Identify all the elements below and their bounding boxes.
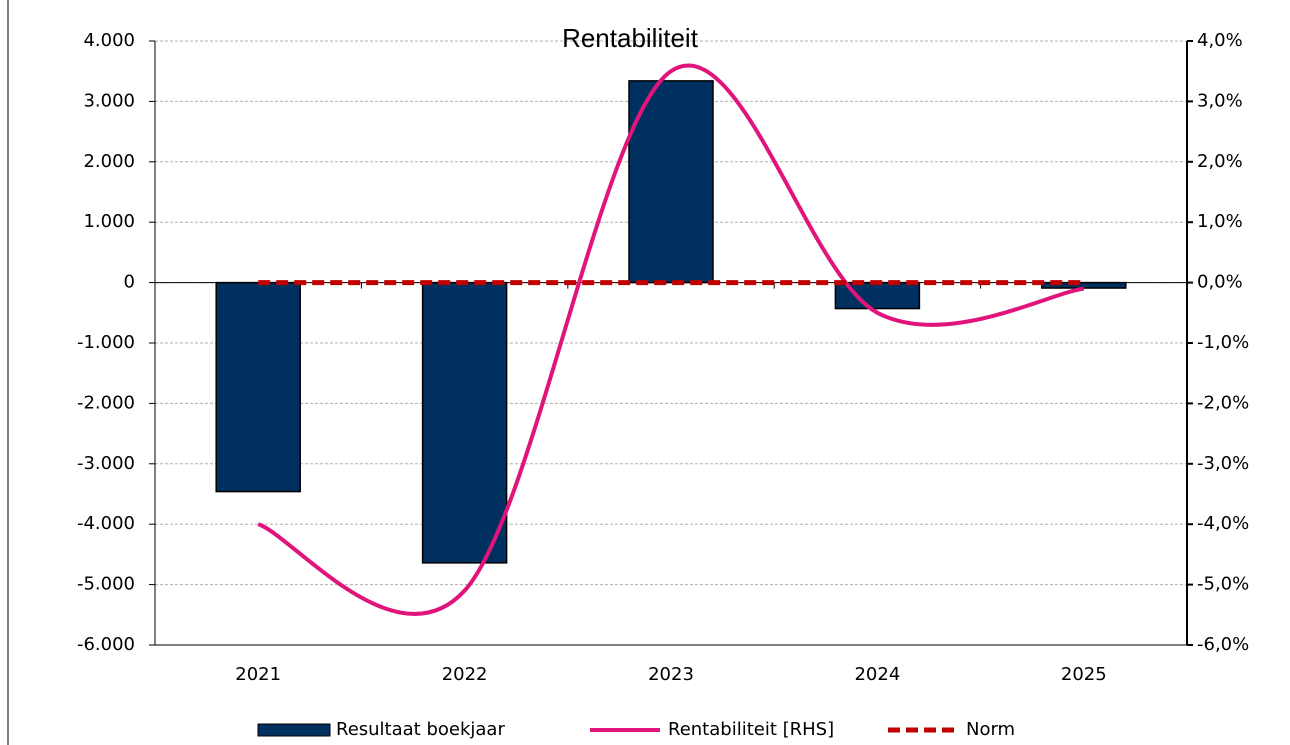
legend-swatch: [257, 723, 331, 737]
y-tick-label: -4.000: [77, 513, 135, 534]
bar: [628, 80, 714, 284]
y2-tick-label: -1,0%: [1197, 332, 1249, 353]
y-tick-label: 2.000: [83, 151, 135, 172]
y2-tick-label: 4,0%: [1197, 30, 1243, 51]
y2-tick-label: 0,0%: [1197, 272, 1243, 293]
x-tick-label: 2022: [442, 664, 488, 685]
legend-label: Rentabiliteit [RHS]: [668, 719, 834, 740]
x-tick-label: 2024: [854, 664, 900, 685]
y-tick-label: -3.000: [77, 453, 135, 474]
y2-tick-label: -3,0%: [1197, 453, 1249, 474]
y2-tick-label: 3,0%: [1197, 90, 1243, 111]
y2-tick-label: 1,0%: [1197, 211, 1243, 232]
bar: [421, 281, 508, 564]
y2-tick-label: -5,0%: [1197, 574, 1249, 595]
x-tick-label: 2021: [235, 664, 281, 685]
y-tick-label: -5.000: [77, 574, 135, 595]
bar: [1041, 281, 1127, 289]
chart-title: Rentabiliteit: [562, 23, 699, 53]
y2-tick-label: 2,0%: [1197, 151, 1243, 172]
legend-label: Resultaat boekjaar: [336, 719, 505, 740]
y2-tick-label: -6,0%: [1197, 634, 1249, 655]
y-tick-label: 4.000: [83, 30, 135, 51]
y2-tick-label: -2,0%: [1197, 392, 1249, 413]
y-tick-label: 3.000: [83, 90, 135, 111]
x-tick-label: 2025: [1061, 664, 1107, 685]
y2-tick-label: -4,0%: [1197, 513, 1249, 534]
y-tick-label: -2.000: [77, 392, 135, 413]
y-tick-label: -1.000: [77, 332, 135, 353]
line: [257, 63, 1085, 616]
y-tick-label: -6.000: [77, 634, 135, 655]
y-tick-label: 1.000: [83, 211, 135, 232]
legend-label: Norm: [966, 719, 1015, 740]
y-tick-label: 0: [124, 272, 135, 293]
x-tick-label: 2023: [648, 664, 694, 685]
bar: [215, 281, 301, 493]
